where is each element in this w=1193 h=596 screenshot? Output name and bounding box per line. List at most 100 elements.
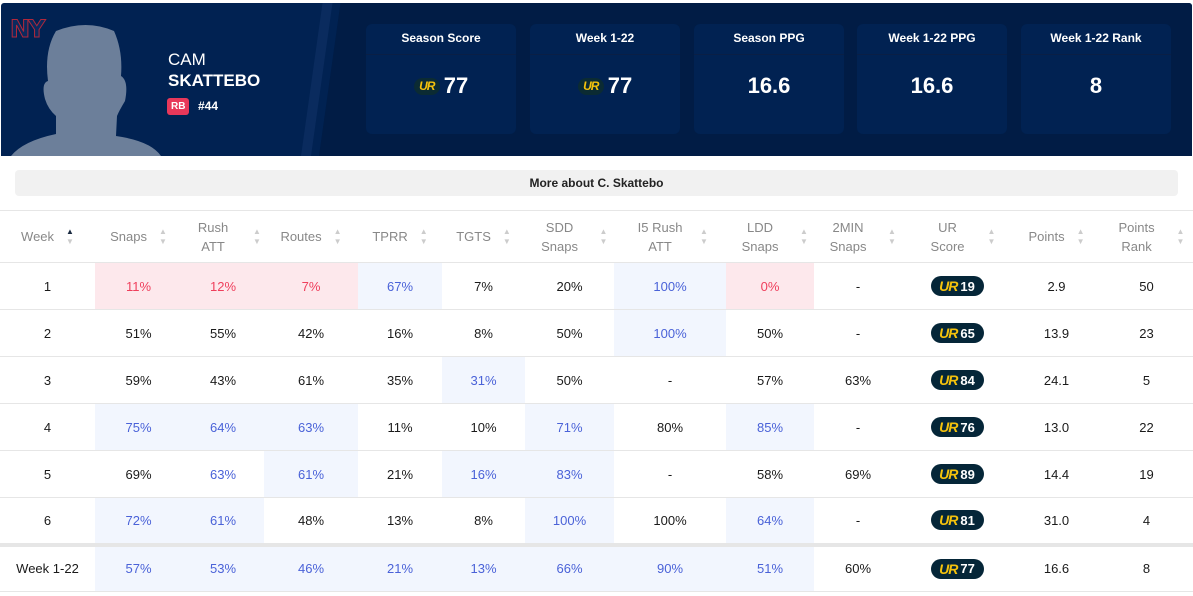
column-header[interactable]: I5 Rush ATT ▲ ▼ (614, 210, 726, 263)
column-label: I5 Rush ATT (637, 219, 683, 254)
more-about-button[interactable]: More about C. Skattebo (15, 170, 1178, 196)
column-header[interactable]: LDD Snaps ▲ ▼ (726, 210, 814, 263)
table-cell: 13.9 (1013, 309, 1100, 357)
sort-icon[interactable]: ▲ ▼ (1076, 226, 1085, 246)
position-badge: RB (167, 98, 190, 115)
table-row: 4 75% 64% 63% 11% 10% 71% 80% 85% - UR 76 13.0 22 (0, 403, 1193, 451)
table-cell: 100% (525, 497, 614, 545)
sort-icon[interactable]: ▲ ▼ (599, 226, 608, 246)
sort-icon[interactable]: ▲ ▼ (158, 226, 167, 246)
table-cell: UR 84 (902, 356, 1013, 404)
table-cell: 90% (614, 542, 726, 592)
table-cell: 57% (95, 542, 182, 592)
table-cell: 53% (182, 542, 264, 592)
sort-icon[interactable]: ▲ ▼ (1176, 226, 1185, 246)
column-label: TGTS (456, 229, 491, 244)
column-header[interactable]: 2MIN Snaps ▲ ▼ (814, 210, 902, 263)
column-header[interactable]: Points Rank ▲ ▼ (1100, 210, 1193, 263)
table-row: 3 59% 43% 61% 35% 31% 50% -57% 63% UR 84 24.1 5 (0, 356, 1193, 404)
column-header[interactable]: Rush ATT ▲ ▼ (182, 210, 264, 263)
stat-card-value: 77 (443, 73, 469, 98)
ur-score-badge: UR 76 (931, 417, 984, 437)
stat-card-value: 77 (607, 73, 633, 98)
table-cell: - (814, 262, 902, 310)
stat-card-value: 16.6 (910, 73, 954, 98)
column-header[interactable]: Points ▲ ▼ (1013, 210, 1100, 263)
column-header[interactable]: TPRR ▲ ▼ (358, 210, 442, 263)
ur-logo-icon: UR (413, 77, 440, 95)
column-label: Snaps (110, 229, 147, 244)
table-cell: 7% (442, 262, 525, 310)
table-cell: 63% (264, 403, 358, 451)
table-row: Week 1-22 57% 53% 46% 21% 13% 66% 90% 51% 60% UR 77… (0, 542, 1193, 592)
column-label: Points (1028, 229, 1065, 244)
stat-card: Week 1-22 Rank 8 (1021, 24, 1171, 134)
sort-icon[interactable]: ▲ ▼ (700, 226, 708, 246)
table-cell: 50 (1100, 262, 1193, 310)
table-cell: - (814, 309, 902, 357)
ur-score-badge: UR 84 (931, 370, 984, 390)
ur-score-value: 84 (960, 372, 975, 388)
column-header[interactable]: Routes ▲ ▼ (264, 210, 358, 263)
sort-icon[interactable]: ▲ ▼ (333, 226, 342, 246)
table-cell: 83% (525, 450, 614, 498)
table-cell: 100% (614, 262, 726, 310)
table-cell: 51% (95, 309, 182, 357)
table-cell: 71% (525, 403, 614, 451)
player-first-name: CAM (168, 50, 206, 69)
table-cell: 21% (358, 542, 442, 592)
table-cell: 60% (814, 542, 902, 592)
sort-icon[interactable]: ▲ ▼ (253, 226, 261, 246)
table-cell: 0% (726, 262, 814, 310)
table-cell: 80% (614, 403, 726, 451)
table-cell: 51% (726, 542, 814, 592)
column-label: Week (21, 229, 55, 244)
ur-logo-icon: UR (939, 512, 958, 529)
sort-ascending-icon[interactable]: ▲ ▼ (66, 226, 74, 246)
table-cell: UR 89 (902, 450, 1013, 498)
weekly-stats-table: Week ▲ ▼ Snaps ▲ ▼ Rush ATT ▲ ▼ Routes ▲ ▼ TPRR ▲ ▼ TGT… (0, 210, 1193, 592)
ur-score-badge: UR 19 (931, 276, 984, 296)
sort-icon[interactable]: ▲ ▼ (502, 226, 511, 246)
column-label: Points Rank (1118, 219, 1155, 254)
column-label: TPRR (372, 229, 408, 244)
table-cell: UR 77 (902, 542, 1013, 592)
column-header[interactable]: Week ▲ ▼ (0, 210, 95, 263)
ur-score-value: 77 (960, 561, 975, 577)
table-cell: Week 1-22 (0, 542, 95, 592)
column-header[interactable]: UR Score ▲ ▼ (902, 210, 1013, 263)
table-cell: 50% (726, 309, 814, 357)
column-label: UR Score (930, 219, 965, 254)
table-cell: 8% (442, 309, 525, 357)
table-cell: 4 (1100, 497, 1193, 545)
table-cell: 64% (182, 403, 264, 451)
table-cell: 2 (0, 309, 95, 357)
table-cell: 55% (182, 309, 264, 357)
table-cell: 21% (358, 450, 442, 498)
stat-card-title: Week 1-22 PPG (857, 24, 1007, 55)
sort-icon[interactable]: ▲ ▼ (800, 226, 808, 246)
jersey-number: #44 (198, 99, 219, 113)
table-cell: 7% (264, 262, 358, 310)
sort-icon[interactable]: ▲ ▼ (419, 226, 428, 246)
table-cell: 23 (1100, 309, 1193, 357)
table-row: 6 72% 61% 48% 13% 8% 100% 100% 64% - UR 81 31.0 4 (0, 497, 1193, 545)
column-header[interactable]: SDD Snaps ▲ ▼ (525, 210, 614, 263)
column-header[interactable]: Snaps ▲ ▼ (95, 210, 182, 263)
table-cell: 10% (442, 403, 525, 451)
column-header[interactable]: TGTS ▲ ▼ (442, 210, 525, 263)
column-label: Routes (280, 229, 322, 244)
ur-score-value: 76 (960, 419, 975, 435)
table-cell: 16% (442, 450, 525, 498)
table-cell: 58% (726, 450, 814, 498)
table-cell: 67% (358, 262, 442, 310)
table-cell: 46% (264, 542, 358, 592)
column-label: SDD Snaps (541, 219, 578, 254)
stat-card: Week 1-22 PPG 16.6 (857, 24, 1007, 134)
column-label: Rush ATT (197, 219, 229, 254)
stat-card-title: Season PPG (694, 24, 844, 55)
table-cell: 42% (264, 309, 358, 357)
ur-logo-icon: UR (939, 466, 958, 482)
sort-icon[interactable]: ▲ ▼ (888, 226, 896, 246)
sort-icon[interactable]: ▲ ▼ (987, 226, 996, 246)
